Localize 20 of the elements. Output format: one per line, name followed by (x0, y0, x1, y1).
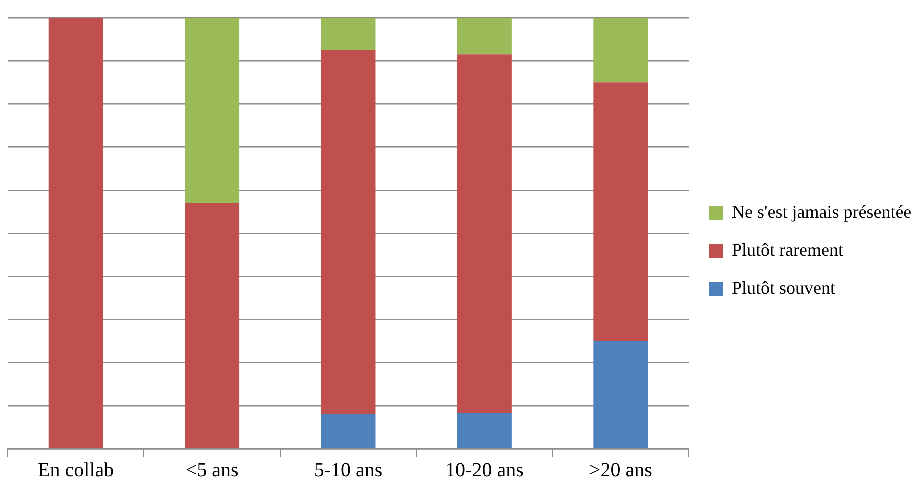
bar (457, 54, 512, 414)
bar (321, 18, 376, 50)
x-tick-label: 5-10 ans (314, 459, 383, 482)
bar (594, 82, 648, 342)
bar (185, 18, 240, 204)
bar (594, 341, 648, 448)
bar (457, 413, 512, 448)
x-tick-label: En collab (38, 459, 114, 482)
x-tick-label: >20 ans (589, 459, 653, 482)
bar (457, 18, 512, 55)
legend-label: Plutôt rarement (732, 240, 844, 260)
bar (185, 203, 240, 448)
bar (321, 414, 376, 448)
legend-label: Plutôt souvent (732, 278, 836, 298)
x-tick-label: 10-20 ans (446, 459, 524, 482)
x-tick-label: <5 ans (186, 459, 239, 482)
bar (321, 50, 376, 415)
bar (48, 18, 104, 448)
legend-label: Ne s'est jamais présentée (732, 202, 912, 222)
bar (594, 18, 648, 83)
